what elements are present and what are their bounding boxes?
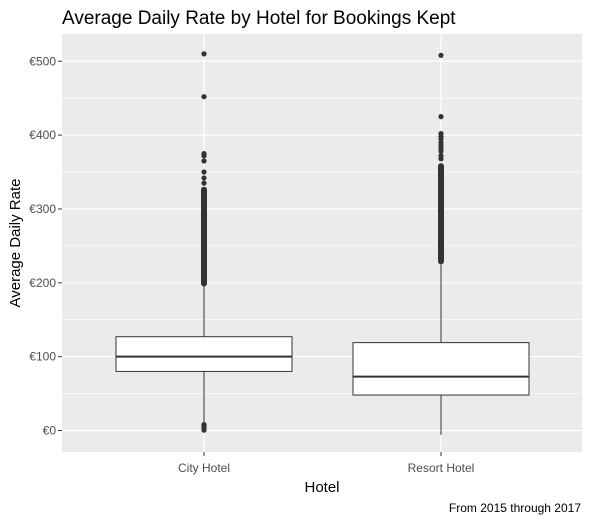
y-tick-label: €400 [29, 128, 56, 142]
outlier-point [201, 175, 207, 181]
box [352, 342, 530, 396]
x-axis: City Hotel Resort Hotel [178, 452, 474, 475]
outlier-band [201, 186, 207, 287]
x-axis-title: Hotel [304, 479, 339, 496]
chart-title: Average Daily Rate by Hotel for Bookings… [62, 8, 456, 29]
outlier-point [201, 180, 207, 186]
box-group [115, 51, 293, 433]
y-tick-label: €200 [29, 276, 56, 290]
outlier-band [438, 163, 444, 265]
outlier-point [201, 150, 207, 157]
outlier-point [438, 52, 444, 58]
outlier-point [201, 158, 207, 164]
outlier-point [438, 114, 444, 120]
box-plot-marks [115, 51, 530, 435]
chart-caption: From 2015 through 2017 [449, 501, 581, 515]
x-tick-label: City Hotel [178, 461, 230, 475]
box [115, 336, 293, 372]
y-axis-title: Average Daily Rate [7, 179, 24, 308]
outlier-point [201, 94, 207, 100]
y-tick-label: €100 [29, 350, 56, 364]
outlier-point [438, 153, 444, 159]
outlier-point [438, 139, 444, 146]
box-group [352, 52, 530, 435]
y-tick-label: €300 [29, 202, 56, 216]
outlier-point [201, 51, 207, 57]
y-tick-label: €0 [43, 424, 57, 438]
y-tick-label: €500 [29, 54, 56, 68]
y-axis: €0 €100 €200 €300 €400 €500 [29, 54, 62, 438]
x-tick-label: Resort Hotel [408, 461, 475, 475]
outlier-point [438, 131, 444, 137]
outlier-point [201, 169, 207, 175]
